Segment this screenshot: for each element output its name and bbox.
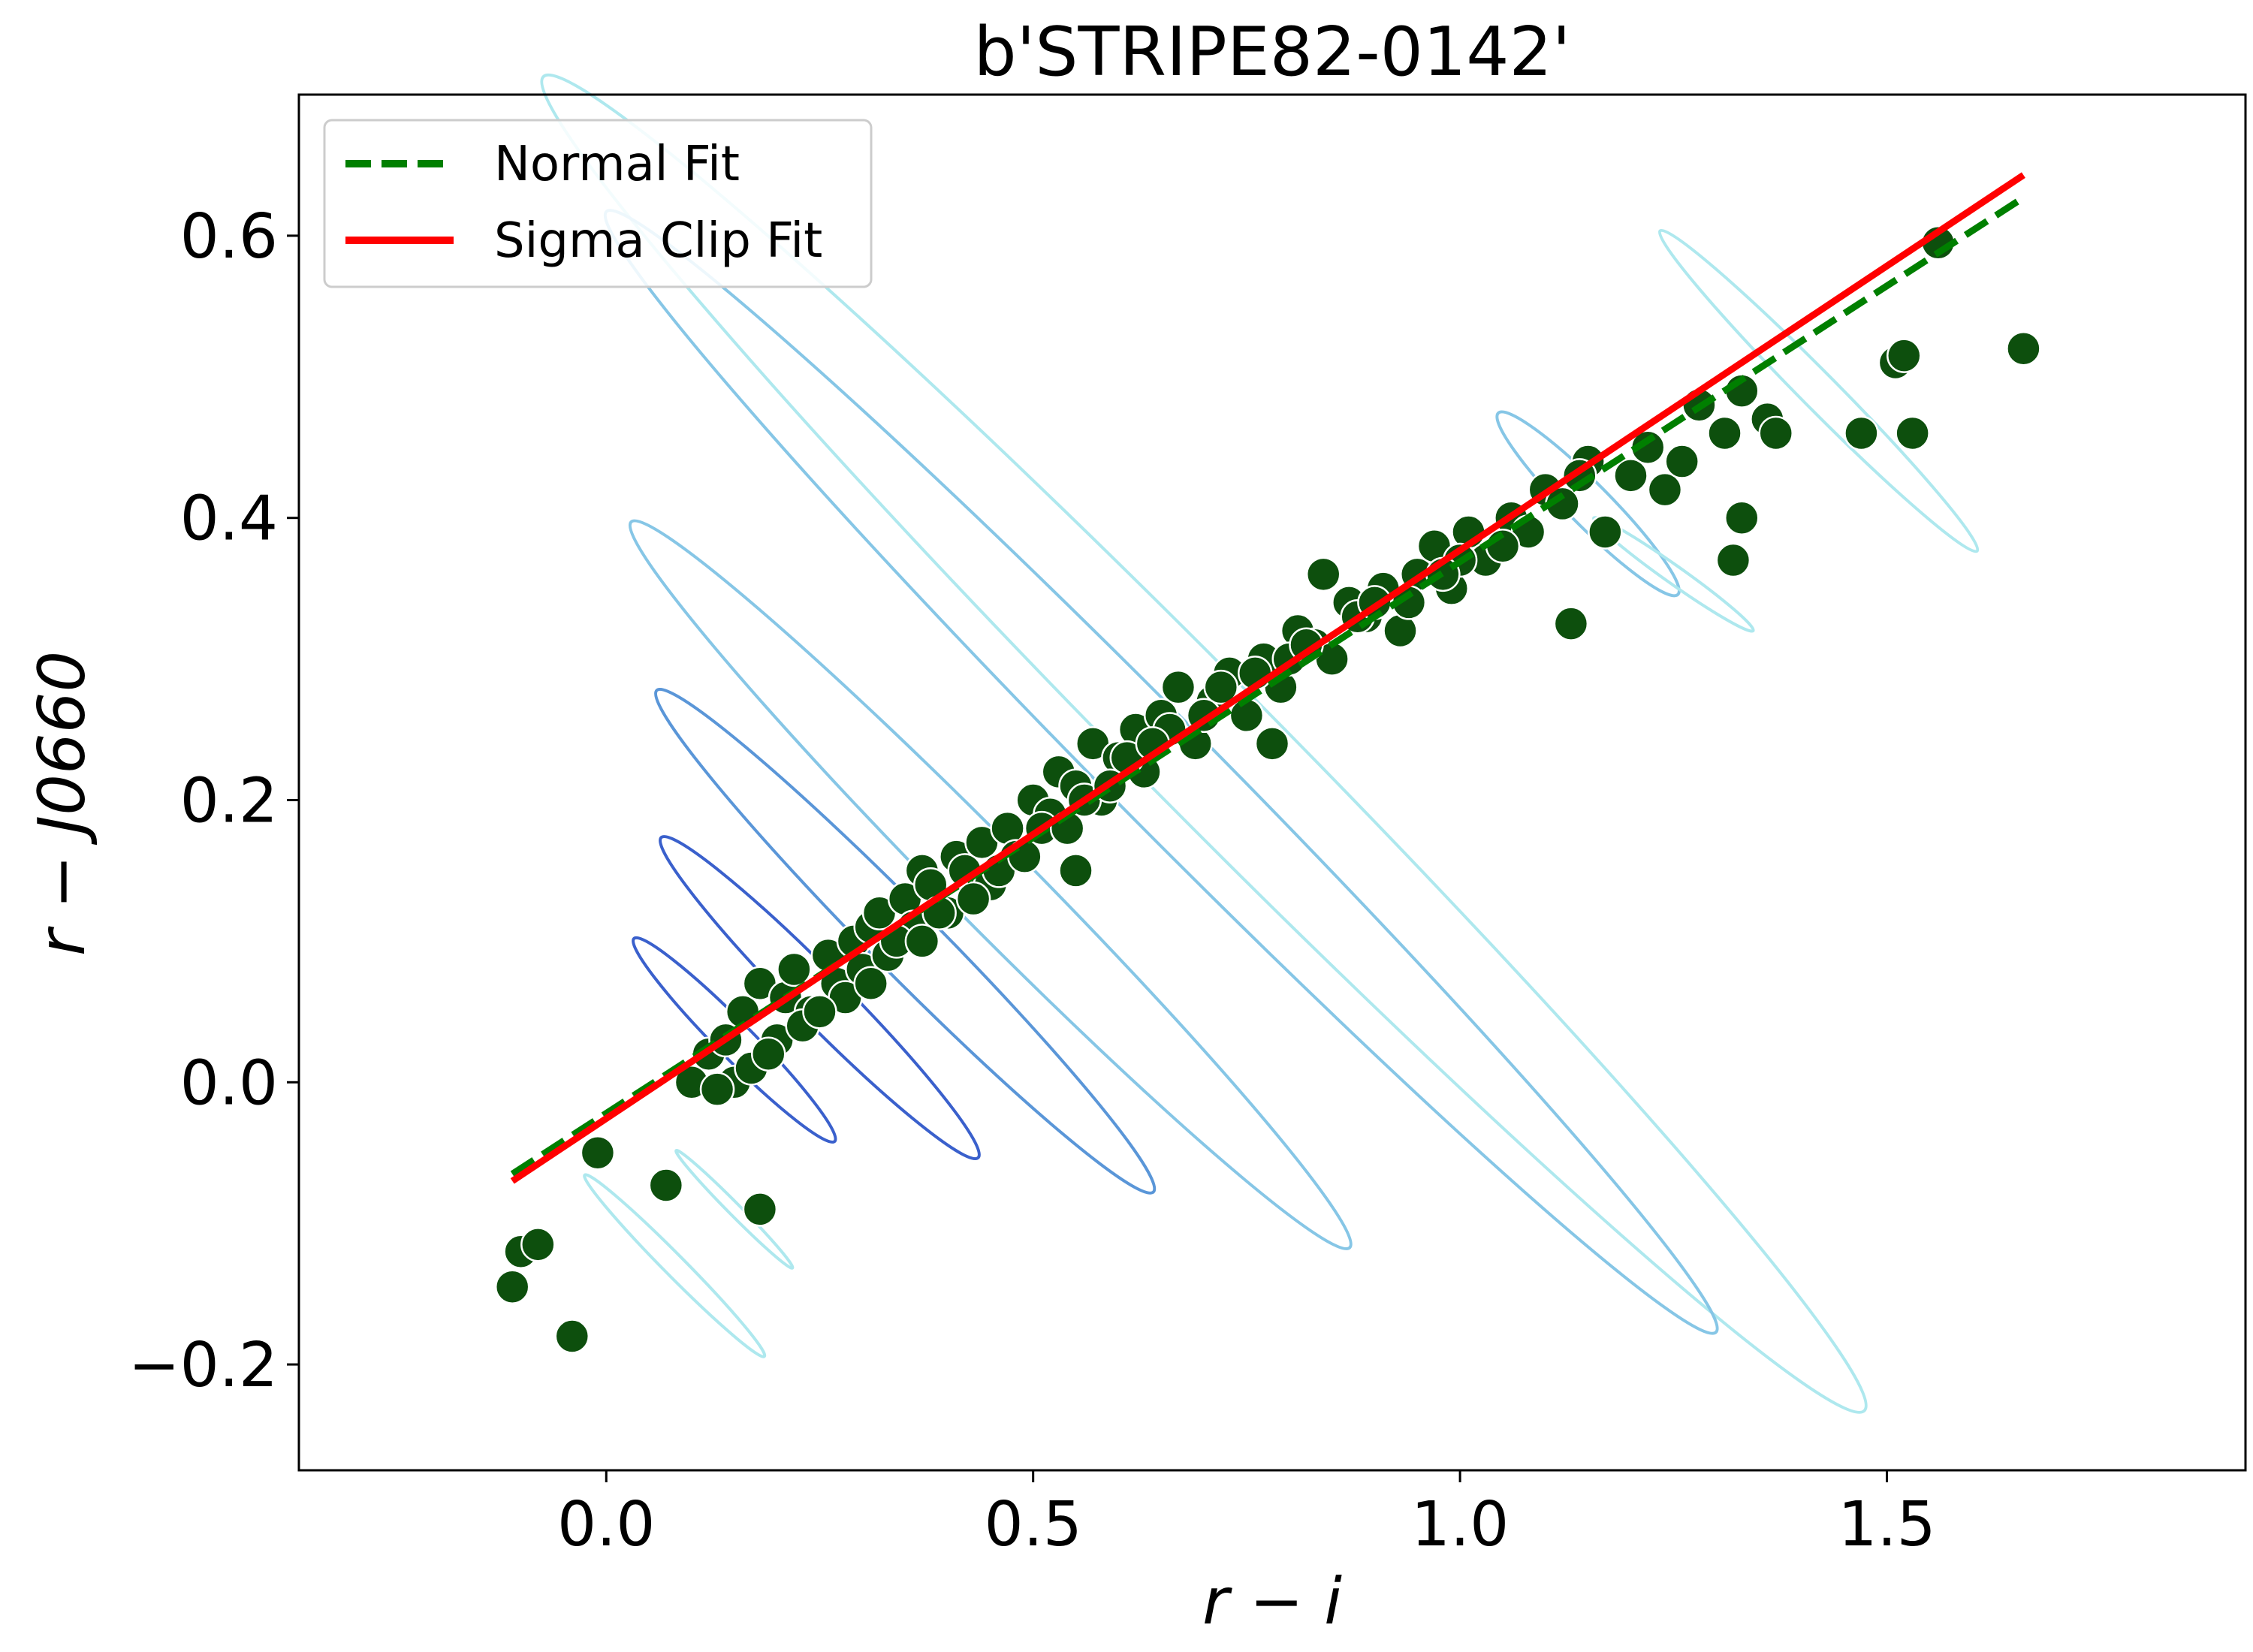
scatter-point: [742, 1192, 778, 1227]
scatter-point: [1203, 669, 1239, 705]
y-tick-label: 0.2: [180, 765, 278, 837]
y-tick-label: −0.2: [128, 1330, 278, 1401]
scatter-point: [1613, 458, 1648, 493]
scatter-point: [1887, 338, 1922, 373]
sigma-clip-fit-line: [510, 172, 2025, 1184]
scatter-point: [1724, 500, 1760, 535]
legend: Normal Fit Sigma Clip Fit: [323, 119, 873, 288]
scatter-point: [1058, 853, 1093, 888]
x-axis-label: r − i: [1202, 1564, 1342, 1639]
scatter-points: [494, 225, 2041, 1354]
scatter-point: [955, 881, 991, 917]
scatter-point: [1254, 726, 1290, 761]
scatter-point: [853, 966, 888, 1002]
scatter-point: [580, 1135, 616, 1171]
scatter-point: [802, 994, 837, 1029]
scatter-point: [520, 1227, 556, 1262]
x-tick-label: 1.0: [1411, 1489, 1509, 1560]
x-tick-label: 0.5: [984, 1489, 1081, 1560]
scatter-point: [1758, 415, 1793, 451]
y-tick-label: 0.0: [180, 1048, 278, 1119]
y-tick-label: 0.4: [180, 484, 278, 555]
y-axis-ticks: −0.2 0.0 0.2 0.4 0.6: [128, 201, 299, 1401]
x-axis-ticks: 0.0 0.5 1.0 1.5: [557, 1470, 1936, 1560]
legend-label-normal-fit: Normal Fit: [494, 137, 740, 192]
x-tick-label: 0.0: [557, 1489, 655, 1560]
scatter-point: [494, 1269, 530, 1304]
scatter-point: [1664, 444, 1700, 479]
y-tick-label: 0.6: [180, 201, 278, 273]
y-axis-label: r − J0660: [25, 651, 100, 956]
scatter-point: [1715, 542, 1751, 578]
scatter-point: [777, 951, 812, 987]
density-contour: [1657, 228, 1980, 553]
fit-lines: [510, 172, 2025, 1184]
scatter-point: [1588, 514, 1623, 550]
scatter-point: [1553, 606, 1589, 641]
scatter-point: [1305, 556, 1341, 592]
chart-title: b'STRIPE82-0142': [974, 13, 1571, 92]
density-contour: [674, 1149, 795, 1270]
scatter-point: [1707, 415, 1742, 451]
scatter-point: [1160, 669, 1196, 705]
legend-label-sigma-clip-fit: Sigma Clip Fit: [494, 213, 822, 269]
scatter-point: [554, 1319, 590, 1354]
scatter-point: [1844, 415, 1879, 451]
scatter-point: [1895, 415, 1930, 451]
density-contour: [583, 1173, 767, 1358]
density-contour: [1591, 516, 1755, 633]
scatter-point: [648, 1168, 684, 1203]
scatter-point: [1647, 472, 1683, 508]
plot-frame: [297, 93, 2247, 1472]
scatter-point: [2006, 330, 2041, 366]
density-contour: [1495, 410, 1681, 598]
scatter-point: [904, 924, 940, 959]
legend-box: [323, 119, 873, 288]
x-tick-label: 1.5: [1838, 1489, 1935, 1560]
scatter-point: [751, 1036, 786, 1072]
scatter-point: [699, 1072, 735, 1107]
